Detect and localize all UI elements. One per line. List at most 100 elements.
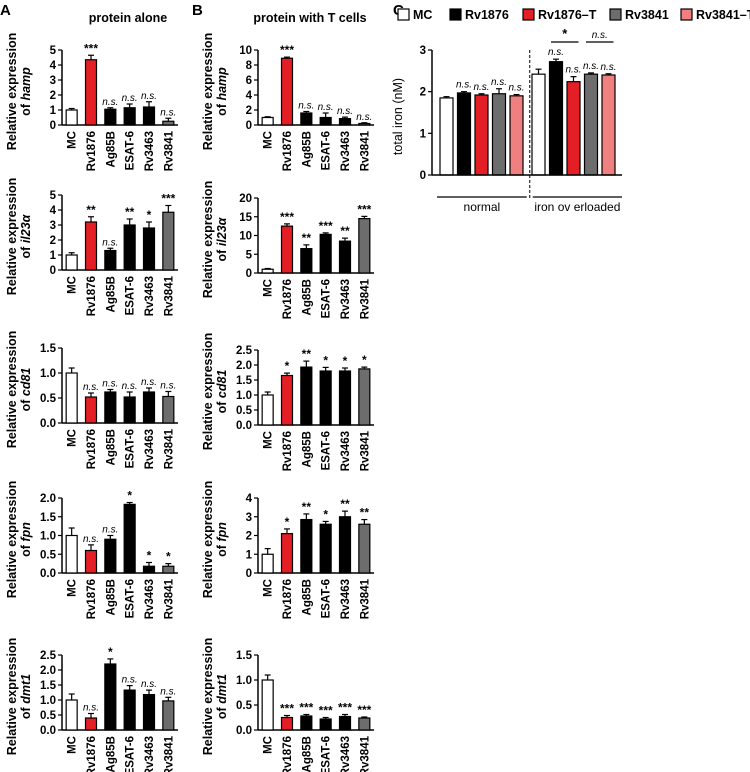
b-dmt1-significance: ***	[280, 702, 294, 716]
b-il23a-x-tick-label: Ag85B	[301, 279, 313, 315]
b-fpn-significance: **	[302, 500, 312, 514]
a-cd81-y-tick-label: 0.0	[40, 418, 56, 430]
a-cd81-significance: n.s.	[122, 381, 138, 392]
a-il23a-gene-name: il23α	[19, 213, 33, 243]
b-cd81-bar-rv3463	[338, 370, 352, 426]
a-fpn-y-tick-label: 1.5	[40, 512, 57, 524]
c-iron-sig-label: *	[562, 26, 568, 41]
a-cd81-gene-name: cd81	[19, 368, 33, 397]
a-fpn-bar-mc	[65, 534, 78, 574]
a-il23a-significance: ***	[161, 192, 175, 206]
a-fpn-significance: *	[166, 550, 171, 564]
b-dmt1-x-tick-label: MC	[263, 736, 275, 754]
b-cd81-y-tick-label: 1.5	[236, 375, 253, 387]
b-hamp-significance: n.s.	[356, 112, 372, 123]
b-hamp-y-tick-label: 8	[246, 60, 253, 72]
b-il23a-significance: **	[302, 231, 312, 245]
c-iron-significance: n.s.	[473, 82, 489, 93]
b-fpn-bar-rv3463	[338, 516, 352, 574]
b-hamp-x-tick-label: Rv3841	[359, 130, 371, 171]
b-dmt1-bar-ag85b	[300, 715, 313, 731]
b-dmt1-significance: ***	[299, 701, 313, 715]
a-dmt1-bar-rv3841	[162, 700, 175, 731]
a-il23a-x-tick-label: Rv3841	[163, 275, 175, 316]
b-dmt1-y-tick-label: 1.0	[236, 675, 252, 687]
a-cd81-x-tick-label: ESAT-6	[125, 429, 137, 468]
chart-b-cd81: 0.00.51.01.52.02.5MC*Rv1876**Ag85B*ESAT-…	[201, 333, 374, 471]
b-cd81-y-tick-label: 0.0	[236, 420, 252, 432]
b-fpn-bar-rv3841	[358, 523, 371, 574]
b-il23a-gene-name: il23α	[215, 216, 229, 246]
b-il23a-significance: ***	[357, 202, 371, 216]
a-dmt1-significance: n.s.	[141, 679, 157, 690]
a-il23a-significance: **	[86, 203, 96, 217]
b-il23a-x-tick-label: MC	[263, 279, 275, 297]
b-dmt1-bar-rv3463	[338, 715, 352, 731]
panel-a-letter: A	[0, 2, 11, 19]
c-iron-bar-0-0	[439, 97, 454, 176]
a-cd81-x-tick-label: Rv3463	[144, 429, 156, 469]
a-hamp-ylabel-line2: of hamp	[19, 67, 33, 116]
a-dmt1-gene-name: dmt1	[19, 674, 33, 704]
b-hamp-bar-rv1876	[280, 57, 294, 126]
c-iron-y-tick-label: 2	[420, 87, 426, 99]
b-hamp-gene-name: hamp	[215, 67, 229, 101]
a-il23a-y-tick-label: 0	[50, 265, 56, 277]
c-iron-y-tick-label: 1	[420, 128, 427, 140]
a-il23a-bar-esat-6	[123, 224, 136, 271]
a-cd81-bar-rv3841	[162, 395, 175, 424]
a-dmt1-x-tick-label: ESAT-6	[125, 736, 137, 772]
b-dmt1-y-tick-label: 1.5	[236, 650, 253, 662]
b-il23a-x-tick-label: Rv3841	[359, 278, 371, 319]
b-fpn-bar-mc	[261, 553, 274, 574]
b-fpn-y-tick-label: 2	[246, 531, 252, 543]
b-hamp-y-tick-label: 10	[239, 45, 252, 57]
a-hamp-bar-rv1876	[84, 59, 98, 126]
b-fpn-significance: *	[285, 515, 290, 529]
a-fpn-x-tick-label: Rv3463	[144, 579, 156, 619]
c-iron-sig-label: n.s.	[592, 30, 608, 41]
b-hamp-y-tick-label: 6	[246, 75, 252, 87]
b-cd81-significance: *	[343, 354, 348, 368]
a-cd81-x-tick-label: MC	[67, 429, 79, 447]
a-hamp-ylabel-line1: Relative expression	[5, 33, 19, 150]
a-hamp-bar-ag85b	[104, 108, 117, 126]
b-fpn-y-tick-label: 0	[246, 568, 252, 580]
b-cd81-y-tick-label: 1.0	[236, 390, 252, 402]
b-il23a-x-tick-label: Rv1876	[282, 279, 294, 319]
a-dmt1-y-tick-label: 0.0	[40, 725, 56, 737]
b-cd81-bar-mc	[261, 394, 274, 426]
a-cd81-significance: n.s.	[160, 381, 176, 392]
b-hamp-bar-rv3841	[358, 122, 371, 126]
a-dmt1-x-tick-label: Rv3463	[144, 736, 156, 772]
b-hamp-y-tick-label: 2	[246, 105, 252, 117]
legend-label-2: Rv1876–T	[538, 8, 597, 22]
a-cd81-bar-mc	[65, 372, 78, 424]
a-hamp-bar-rv3841	[162, 120, 175, 126]
legend-swatch-2	[522, 8, 535, 21]
a-dmt1-y-tick-label: 0.5	[40, 710, 57, 722]
b-il23a-y-tick-label: 10	[239, 231, 252, 243]
chart-b-fpn: 0 1 2 3 4 MC * Rv1876 ** Ag85B * ESAT-6 ** Rv3463 ** Rv…	[201, 481, 374, 619]
b-dmt1-ylabel-line2: of dmt1	[215, 674, 229, 719]
a-dmt1-bar-ag85b	[104, 663, 117, 731]
panel-a-title: protein alone	[89, 11, 168, 25]
a-cd81-y-tick-label: 1.5	[40, 343, 57, 355]
a-dmt1-y-tick-label: 1.0	[40, 695, 56, 707]
b-hamp-significance: n.s.	[318, 102, 334, 113]
b-cd81-bar-ag85b	[300, 366, 313, 426]
b-hamp-x-tick-label: Ag85B	[301, 131, 313, 167]
b-dmt1-y-tick-label: 0.5	[236, 700, 253, 712]
c-iron-y-tick-label: 0	[420, 170, 426, 182]
a-dmt1-ylabel-line1: Relative expression	[5, 638, 19, 755]
b-dmt1-gene-name: dmt1	[215, 674, 229, 704]
a-cd81-significance: n.s.	[102, 379, 118, 390]
a-il23a-ylabel-line2: of il23α	[19, 213, 33, 258]
b-cd81-bar-esat-6	[319, 370, 332, 426]
panel-b-title: protein with T cells	[253, 11, 366, 25]
b-hamp-ylabel-line1: Relative expression	[201, 33, 215, 150]
chart-a-cd81: 0.0 0.5 1.0 1.5 MC n.s. Rv1876 n.s. Ag85B n.s. ESA…	[5, 331, 178, 469]
b-cd81-bar-rv1876	[280, 374, 294, 426]
b-hamp-bar-esat-6	[319, 116, 332, 126]
